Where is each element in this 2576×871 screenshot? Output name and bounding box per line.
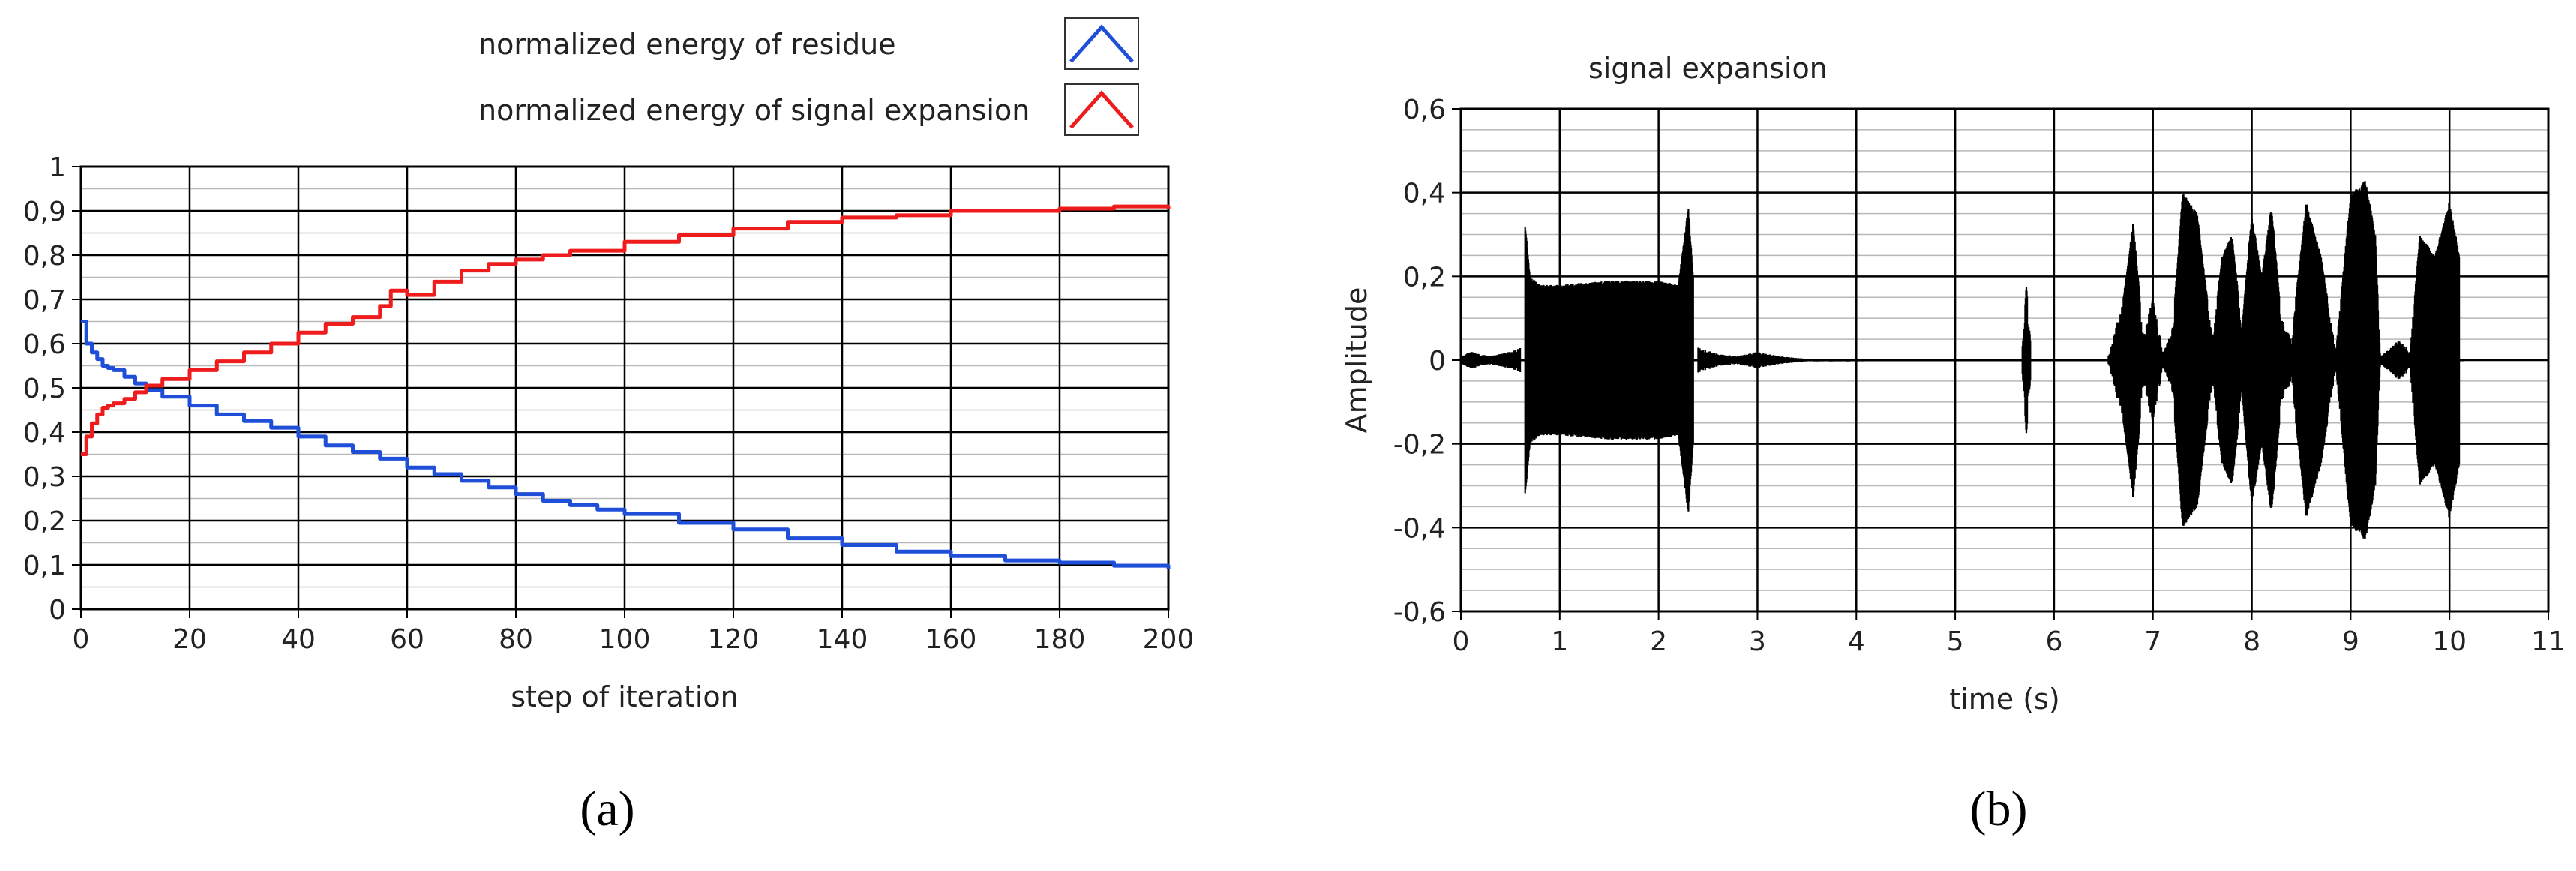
chart-a-x-tick-label: 60 (390, 624, 424, 655)
chart-a-x-tick-label: 140 (817, 624, 868, 655)
chart-b-y-tick-label: 0,6 (1403, 95, 1446, 125)
chart-a-y-tick-label: 0,6 (23, 329, 66, 360)
chart-a-y-tick-label: 0 (49, 595, 66, 626)
chart-a-y-tick-label: 0,7 (23, 285, 66, 316)
chart-a-legend: normalized energy of residue normalized … (478, 17, 1139, 136)
chart-b-y-tick-label: -0,2 (1393, 430, 1446, 461)
chart-a-x-tick-label: 200 (1143, 624, 1195, 655)
chart-a-y-tick-label: 0,9 (23, 197, 66, 227)
chart-b-x-tick-label: 2 (1650, 626, 1667, 657)
chart-b-signal-segment-3 (2021, 287, 2032, 434)
panel-label-b: (b) (1970, 782, 2028, 836)
chart-b-x-tick-label: 0 (1453, 626, 1470, 657)
chart-b-signal-segment-4 (2107, 181, 2461, 539)
chart-b-title: signal expansion (1588, 52, 1828, 85)
chart-a-x-tick-label: 0 (73, 624, 90, 655)
chart-b-y-tick-label: -0,4 (1393, 513, 1446, 544)
chart-a-y-tick-label: 0,2 (23, 506, 66, 537)
chart-a-x-tick-label: 120 (708, 624, 760, 655)
chart-b-x-tick-label: 7 (2144, 626, 2161, 657)
chart-a-x-tick-label: 40 (281, 624, 316, 655)
chart-a-y-tick-label: 0,3 (23, 462, 66, 493)
chart-a-y-tick-label: 0,1 (23, 551, 66, 581)
chart-b-x-tick-label: 8 (2243, 626, 2260, 657)
chart-a-x-tick-label: 180 (1034, 624, 1086, 655)
chart-b-x-tick-label: 11 (2531, 626, 2566, 657)
chart-a-series (81, 204, 1171, 569)
legend-item-residue-label: normalized energy of residue (478, 28, 896, 61)
legend-item-residue-swatch (1069, 24, 1134, 63)
chart-a-x-ticks: 0 20 40 60 80 100 120 140 160 180 200 (73, 609, 1195, 655)
chart-b-x-tick-label: 4 (1848, 626, 1865, 657)
chart-b: signal expansion -0,6-0,4-0,200,20,40,6 … (1340, 52, 2566, 836)
chart-b-x-tick-label: 9 (2342, 626, 2359, 657)
chart-a-xlabel: step of iteration (511, 680, 739, 713)
chart-a-x-tick-label: 160 (925, 624, 977, 655)
chart-b-y-tick-label: -0,6 (1393, 597, 1446, 628)
chart-b-y-tick-label: 0,2 (1403, 262, 1446, 293)
chart-b-ylabel: Amplitude (1340, 287, 1373, 434)
chart-a-x-tick-label: 20 (172, 624, 207, 655)
legend-item-expansion-swatch (1069, 90, 1134, 129)
chart-b-x-tick-label: 1 (1551, 626, 1568, 657)
chart-b-xlabel: time (s) (1949, 683, 2059, 716)
chart-a-y-ticks: 0 0,1 0,2 0,3 0,4 0,5 0,6 0,7 0,8 0,9 1 (23, 152, 81, 626)
chart-b-y-ticks: -0,6 -0,4 -0,2 0 0,2 0,4 0,6 (1393, 95, 1461, 628)
chart-a-y-tick-label: 1 (49, 152, 66, 183)
chart-a-x-tick-label: 100 (599, 624, 651, 655)
chart-a-x-tick-label: 80 (499, 624, 533, 655)
chart-a-y-tick-label: 0,5 (23, 374, 66, 404)
chart-b-signal-segment-0 (1459, 348, 1522, 372)
chart-a-y-tick-label: 0,4 (23, 418, 66, 449)
chart-b-x-tick-label: 5 (1947, 626, 1964, 657)
legend-item-expansion-label: normalized energy of signal expansion (478, 94, 1030, 127)
chart-b-x-tick-label: 6 (2045, 626, 2062, 657)
panel-label-a: (a) (580, 782, 634, 836)
chart-b-signal-segment-2 (1697, 347, 1892, 373)
chart-b-y-tick-label: 0 (1429, 346, 1446, 377)
chart-a-series-line-1 (81, 204, 1171, 456)
chart-b-signal-segment-1 (1524, 209, 1694, 512)
chart-a: 0 0,1 0,2 0,3 0,4 0,5 0,6 0,7 0,8 0,9 1 0 20 40 60 80 1… (23, 17, 1195, 836)
chart-a-grid (79, 165, 1170, 611)
chart-b-y-tick-label: 0,4 (1403, 179, 1446, 209)
chart-b-x-tick-label: 3 (1749, 626, 1766, 657)
chart-b-x-tick-label: 10 (2432, 626, 2467, 657)
chart-a-y-tick-label: 0,8 (23, 241, 66, 272)
chart-a-series-line-0 (81, 320, 1171, 569)
chart-b-signal (1459, 181, 2464, 539)
chart-b-x-ticks: 0 1 2 3 4 5 6 7 8 9 10 11 (1453, 611, 2566, 657)
